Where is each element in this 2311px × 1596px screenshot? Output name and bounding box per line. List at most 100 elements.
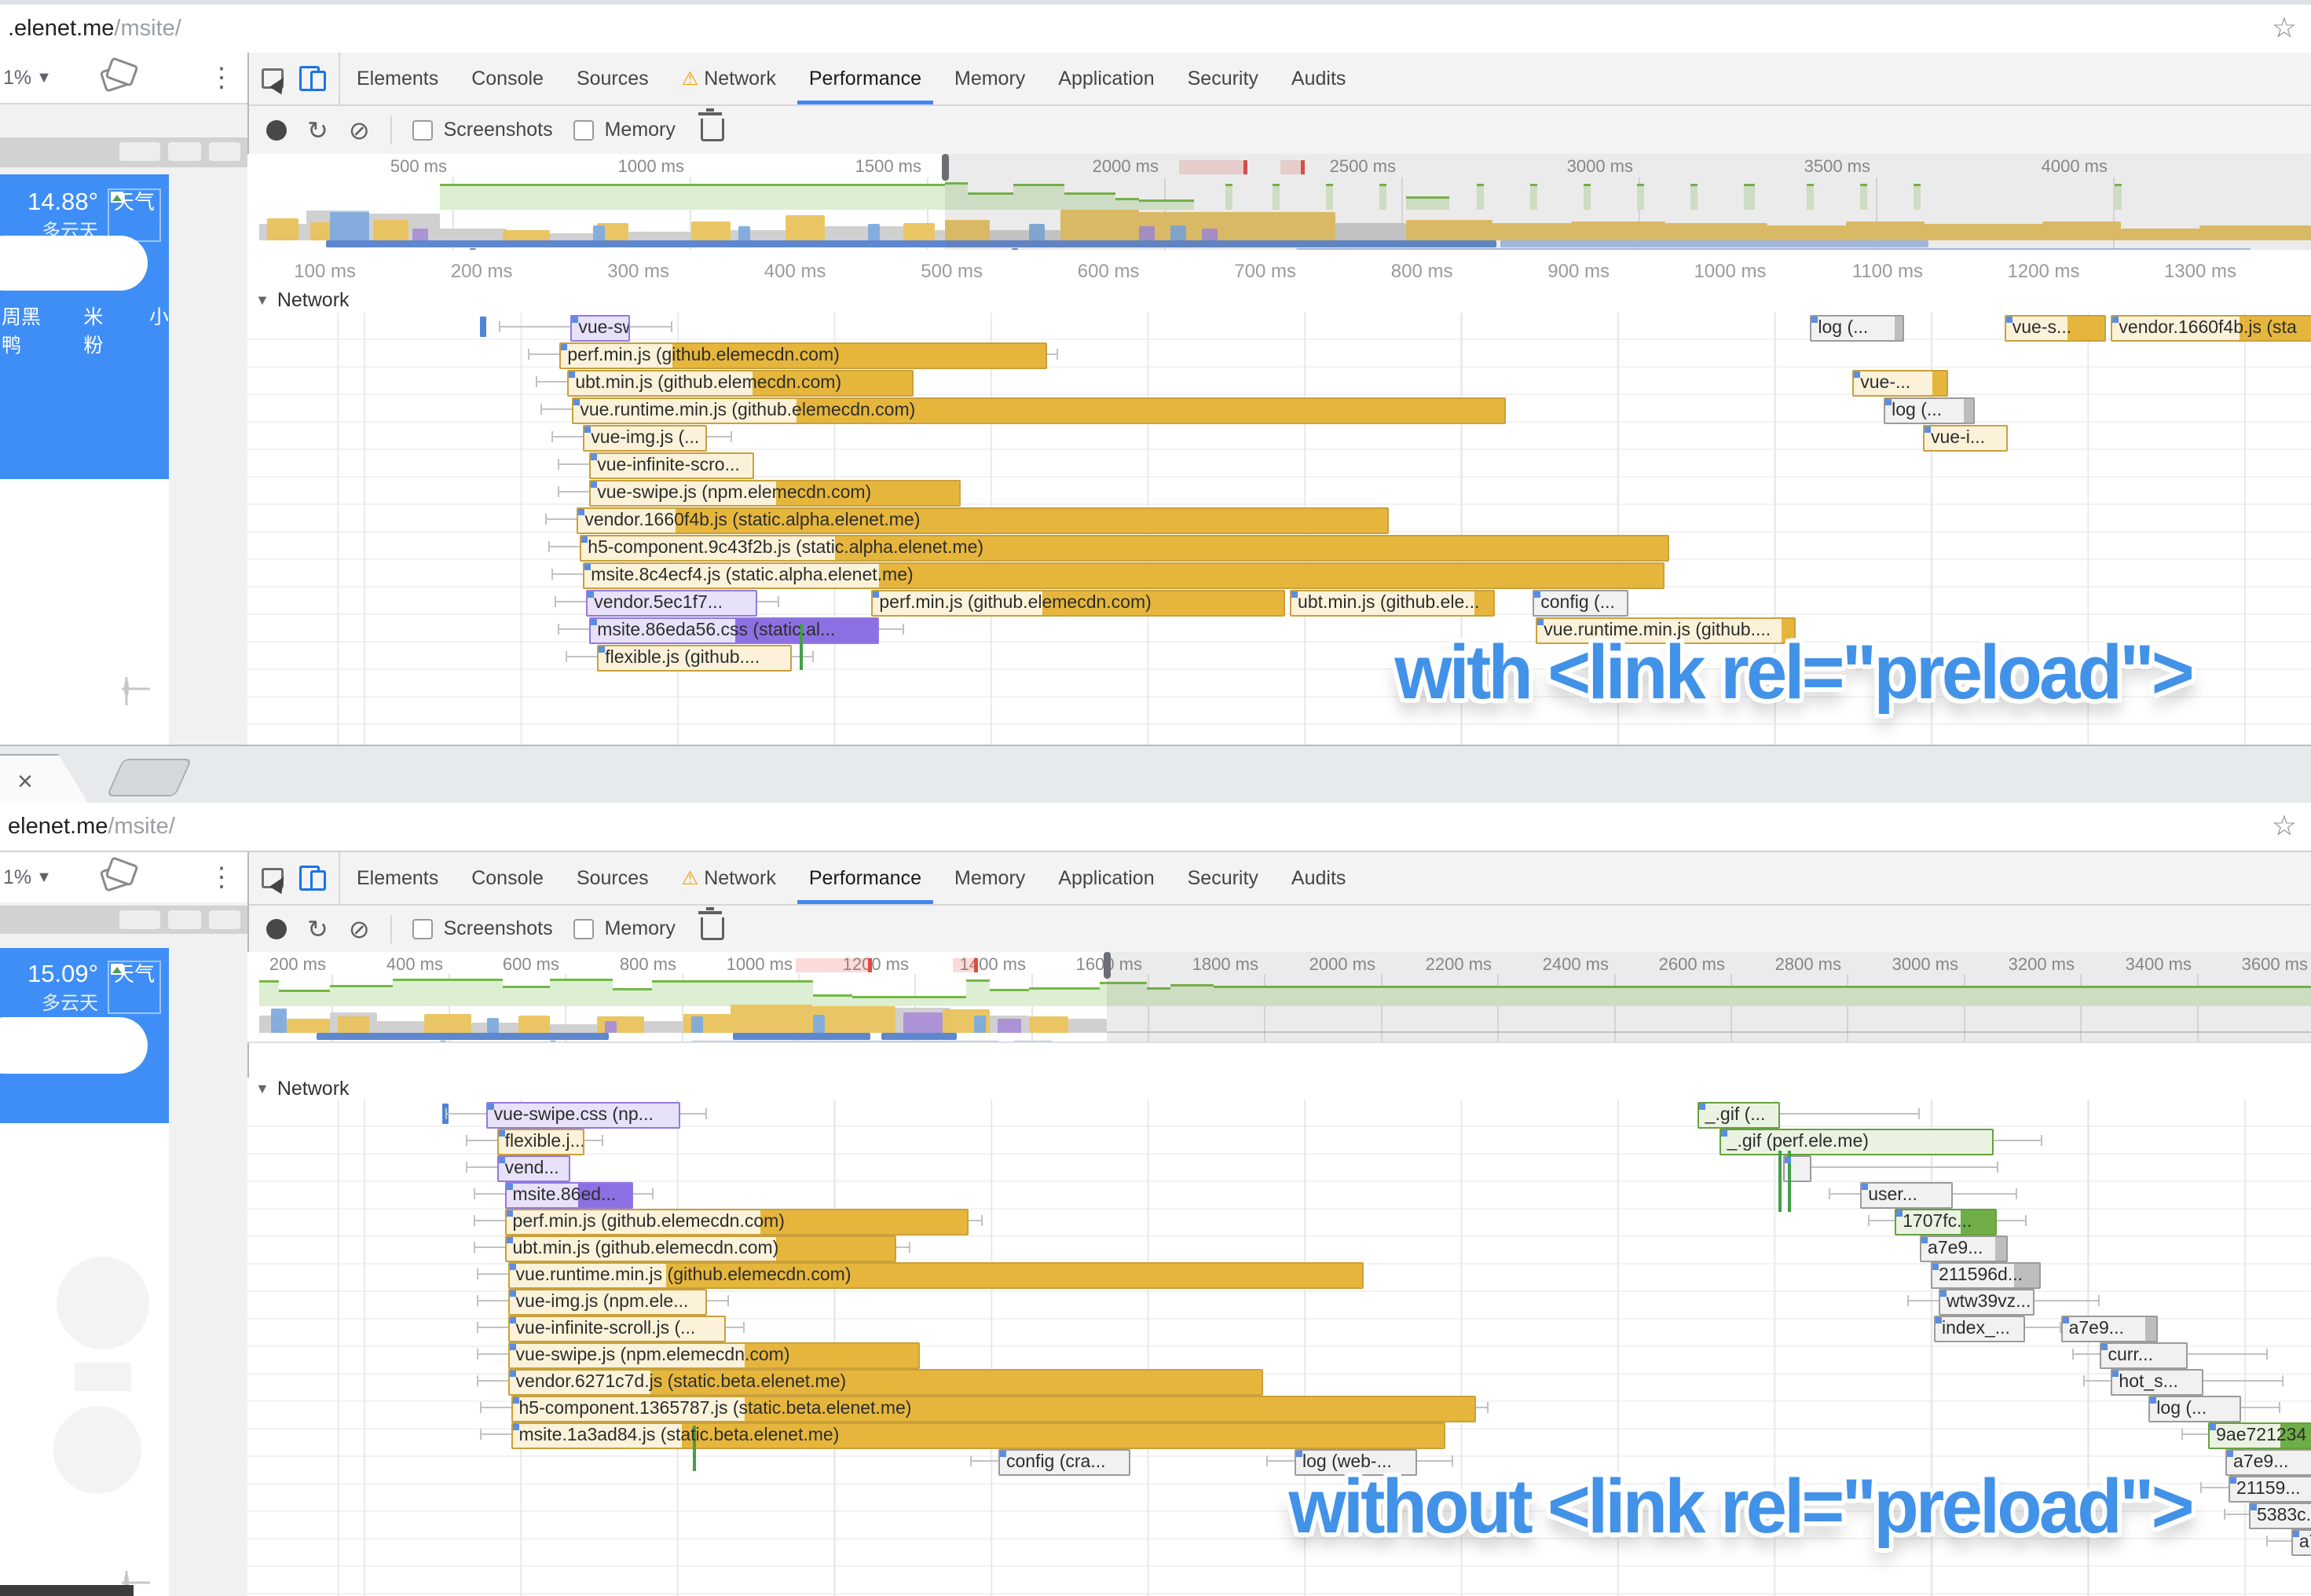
network-request-bar[interactable]: msite.8c4ecf4.js (static.alpha.elenet.me… [583,562,1665,589]
network-request-bar[interactable]: vue.runtime.min.js (github.elemecdn.com) [572,397,1507,424]
weather-widget[interactable]: 14.88° 多云天 天气 [27,189,161,243]
network-request-bar[interactable]: a7e9... [1920,1235,2008,1262]
network-request-bar[interactable]: log (... [1810,315,1905,342]
network-request-bar[interactable]: perf.min.js (github.elemecdn.com) [504,1209,969,1235]
network-request-bar[interactable]: vue-infinite-scroll.js (... [507,1316,726,1342]
kebab-menu-icon[interactable]: ⋮ [208,63,235,93]
network-request-bar[interactable]: hot_s... [2111,1369,2204,1396]
chevron-down-icon[interactable]: ▼ [36,68,52,86]
network-request-bar[interactable]: vue-... [1852,370,1948,397]
tab-security[interactable]: Security [1171,852,1275,904]
network-request-bar[interactable]: a7e9... [2225,1449,2311,1476]
network-request-bar[interactable]: _.gif (perf.ele.me) [1719,1129,1994,1155]
quick-link[interactable]: 周黑鸭 [2,306,42,357]
tab-console[interactable]: Console [455,53,560,104]
network-request-bar[interactable]: config (cra... [998,1449,1130,1476]
device-toolbar-icon[interactable] [299,866,326,891]
clear-icon[interactable]: ⊘ [348,115,370,145]
network-request-bar[interactable]: perf.min.js (github.elemecdn.com) [559,342,1047,369]
bookmark-star-icon[interactable]: ☆ [2271,808,2297,841]
network-request-bar[interactable]: vue-sw... [570,315,631,342]
network-request-bar[interactable]: vue.runtime.min.js (github.... [1536,617,1796,644]
network-request-bar[interactable]: vendor.1660f4b.js (static.alpha.elenet.m… [577,507,1389,534]
network-request-bar[interactable]: vendor.5ec1f7... [586,590,757,617]
tab-memory[interactable]: Memory [938,852,1042,904]
network-request-bar[interactable]: 211596d... [1931,1262,2041,1289]
search-pill[interactable] [0,236,148,291]
network-request-bar[interactable]: 5383c... [2248,1503,2311,1529]
network-request-bar[interactable]: msite.86ed... [504,1182,634,1209]
overview-scrub-handle[interactable] [1104,952,1111,979]
network-request-bar[interactable]: msite.86eda56.css (static.al... [589,617,880,644]
url-text[interactable]: .elenet.me/msite/ [0,16,181,42]
network-request-bar[interactable]: vendor.6271c7d.js (static.beta.elenet.me… [507,1369,1264,1396]
network-request-bar[interactable]: curr... [2100,1342,2188,1369]
zoom-select[interactable]: 1% [3,66,32,89]
close-tab-icon[interactable]: × [17,767,33,796]
network-section-header[interactable]: ▼ Network [247,287,2311,313]
quick-link[interactable]: 小 [148,306,169,328]
network-waterfall-top[interactable]: vue-sw... log (... vue-s... vendor.1660f4b.… [247,313,2311,745]
screenshots-checkbox[interactable] [412,119,433,141]
device-toolbar-icon[interactable] [299,66,326,91]
network-request-bar[interactable]: a7... [2291,1529,2311,1556]
locate-map-icon[interactable] [124,679,129,697]
network-request-bar[interactable]: flexible.js (github.... [597,645,792,672]
tab-application[interactable]: Application [1042,852,1170,904]
tab-application[interactable]: Application [1042,53,1170,104]
tab-network[interactable]: ⚠ Network [665,53,793,104]
network-request-bar[interactable]: vue-i... [1923,425,2008,452]
tab-sources[interactable]: Sources [560,53,665,104]
quick-links[interactable]: 周黑鸭 米粉 小 [2,302,169,358]
tab-elements[interactable]: Elements [340,852,455,904]
network-request-bar[interactable]: vue-s... [2004,315,2107,342]
network-request-bar[interactable]: ubt.min.js (github.elemecdn.com) [567,370,914,397]
tab-security[interactable]: Security [1171,53,1275,104]
record-button[interactable] [266,918,287,939]
chevron-down-icon[interactable]: ▼ [36,868,52,886]
reload-record-icon[interactable]: ↻ [307,115,328,145]
screenshots-checkbox[interactable] [412,918,433,939]
record-button[interactable] [266,119,287,141]
url-text[interactable]: elenet.me/msite/ [0,814,175,840]
network-request-bar[interactable]: user... [1860,1182,1953,1209]
device-mode-toolbar[interactable]: 1% ▼ ⋮ [0,852,247,904]
network-request-bar[interactable]: vue-img.js (npm.ele... [507,1289,707,1316]
clear-icon[interactable]: ⊘ [348,914,370,943]
tab-sources[interactable]: Sources [560,852,665,904]
search-pill[interactable] [0,1017,148,1074]
network-request-bar[interactable]: vue-swipe.css (np... [485,1102,680,1129]
browser-tab[interactable]: × [0,754,88,803]
address-bar-bottom[interactable]: elenet.me/msite/ ☆ [0,803,2311,852]
overview-scrub-handle[interactable] [942,154,949,181]
network-request-bar[interactable]: 21159... [2229,1476,2311,1503]
network-section-header[interactable]: ▼ Network [247,1078,2311,1100]
address-bar-top[interactable]: .elenet.me/msite/ ☆ [0,5,2311,54]
trash-icon[interactable] [698,108,724,141]
network-request-bar[interactable]: vendor.1660f4b.js (sta [2111,315,2311,342]
rotate-device-icon[interactable] [99,862,134,892]
network-request-bar[interactable]: index_... [1933,1316,2025,1342]
trash-icon[interactable] [698,907,724,940]
network-request-bar[interactable]: ubt.min.js (github.elemecdn.com) [504,1235,897,1262]
zoom-select[interactable]: 1% [3,866,32,888]
timeline-overview-bottom[interactable]: 200 ms 400 ms 600 ms 800 ms 1000 ms 1200 ms 14… [247,952,2311,1043]
network-request-bar[interactable]: vue-img.js (... [583,425,707,452]
tab-console[interactable]: Console [455,852,560,904]
quick-link[interactable]: 米粉 [83,306,104,357]
kebab-menu-icon[interactable]: ⋮ [208,862,235,892]
memory-checkbox[interactable] [573,119,594,141]
network-request-bar[interactable]: flexible.j... [496,1129,585,1155]
network-request-bar[interactable]: vue-swipe.js (npm.elemecdn.com) [589,480,961,507]
rotate-device-icon[interactable] [99,63,134,93]
network-request-bar[interactable]: wtw39vz... [1938,1289,2034,1316]
network-request-bar[interactable]: h5-component.1365787.js (static.beta.ele… [511,1396,1477,1422]
network-request-bar[interactable]: 1707fc... [1895,1209,1997,1235]
new-tab-button[interactable] [106,759,192,796]
network-request-bar[interactable]: vend... [496,1155,571,1182]
network-request-bar[interactable]: _.gif (... [1697,1102,1781,1129]
network-request-bar[interactable]: vue-swipe.js (npm.elemecdn.com) [507,1342,921,1369]
network-request-bar[interactable]: a7e9... [2060,1316,2159,1342]
network-request-bar[interactable]: config (... [1533,590,1628,617]
inspect-element-icon[interactable] [262,67,290,95]
